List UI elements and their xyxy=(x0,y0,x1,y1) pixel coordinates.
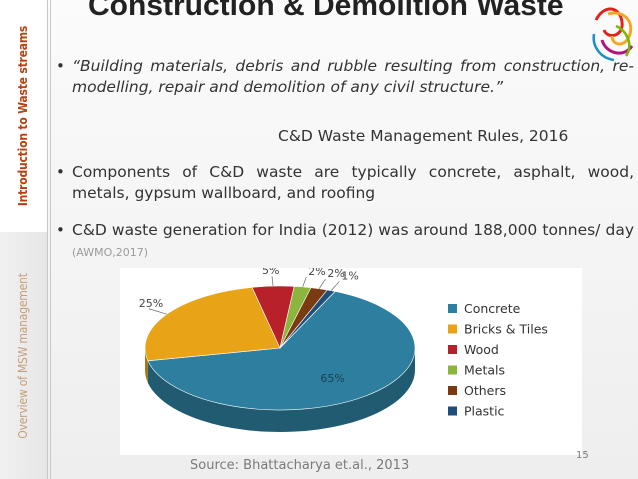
rules-citation: C&D Waste Management Rules, 2016 xyxy=(278,127,569,145)
legend-swatch xyxy=(448,386,457,395)
sidebar-divider xyxy=(50,0,51,479)
pie-data-label: 65% xyxy=(320,372,344,385)
slide-title: Construction & Demolition Waste xyxy=(88,0,564,22)
legend-swatch xyxy=(448,324,457,334)
bullet-text: C&D waste generation for India (2012) wa… xyxy=(72,221,634,239)
pie-slice-side-concrete xyxy=(147,348,415,432)
sidebar-section-label-inactive: Overview of MSW management xyxy=(16,273,30,439)
bullet-text: Components of C&D waste are typically co… xyxy=(72,163,634,202)
sidebar-divider xyxy=(47,0,48,479)
pie-leader-line xyxy=(330,281,340,291)
bullet-generation: • C&D waste generation for India (2012) … xyxy=(56,220,634,263)
pie-leader-line xyxy=(148,308,167,315)
pie-data-label: 5% xyxy=(262,268,279,277)
sidebar-top-section xyxy=(0,0,47,232)
sidebar-section-label-active: Introduction to Waste streams xyxy=(16,25,30,207)
pie-leader-line xyxy=(302,276,307,288)
generation-citation: (AWMO,2017) xyxy=(72,246,149,259)
pie-data-label: 2% xyxy=(327,268,344,280)
pie-data-label: 2% xyxy=(308,268,325,278)
bullet-dot-icon: • xyxy=(56,163,65,181)
decorative-logo-icon xyxy=(592,7,634,62)
pie-slice-side-bricks-tiles xyxy=(145,348,148,383)
sidebar: Introduction to Waste streams Overview o… xyxy=(0,0,47,479)
bullet-components: • Components of C&D waste are typically … xyxy=(56,162,634,204)
legend-label: Plastic xyxy=(464,404,505,419)
legend-swatch xyxy=(448,406,457,416)
bullet-text-wrapper: C&D waste generation for India (2012) wa… xyxy=(72,220,634,263)
legend-label: Bricks & Tiles xyxy=(464,322,548,337)
sidebar-bottom-section xyxy=(0,232,47,479)
pie-data-label: 1% xyxy=(341,269,358,282)
pie-data-label: 25% xyxy=(139,297,163,310)
bullet-dot-icon: • xyxy=(56,57,65,75)
legend-swatch xyxy=(448,304,457,313)
source-citation: Source: Bhattacharya et.al., 2013 xyxy=(190,458,410,473)
pie-slice-concrete xyxy=(147,291,416,411)
bullet-text: “Building materials, debris and rubble r… xyxy=(72,57,634,96)
legend-label: Wood xyxy=(464,342,499,357)
legend-label: Concrete xyxy=(464,301,521,316)
legend-label: Metals xyxy=(464,363,505,378)
pie-leader-line xyxy=(271,276,274,287)
bullet-dot-icon: • xyxy=(56,221,65,239)
pie-chart-panel: 65% 25% 5% 2% 2% 1% Concrete Bricks & Tiles Wood… xyxy=(120,268,582,455)
legend-swatch xyxy=(448,365,457,375)
page-number: 15 xyxy=(576,450,589,461)
bullet-definition: • “Building materials, debris and rubble… xyxy=(56,56,634,98)
pie-slice-bricks-tiles xyxy=(144,287,281,362)
legend-swatch xyxy=(448,345,457,354)
pie-leader-line xyxy=(318,278,326,289)
legend-label: Others xyxy=(464,383,506,398)
